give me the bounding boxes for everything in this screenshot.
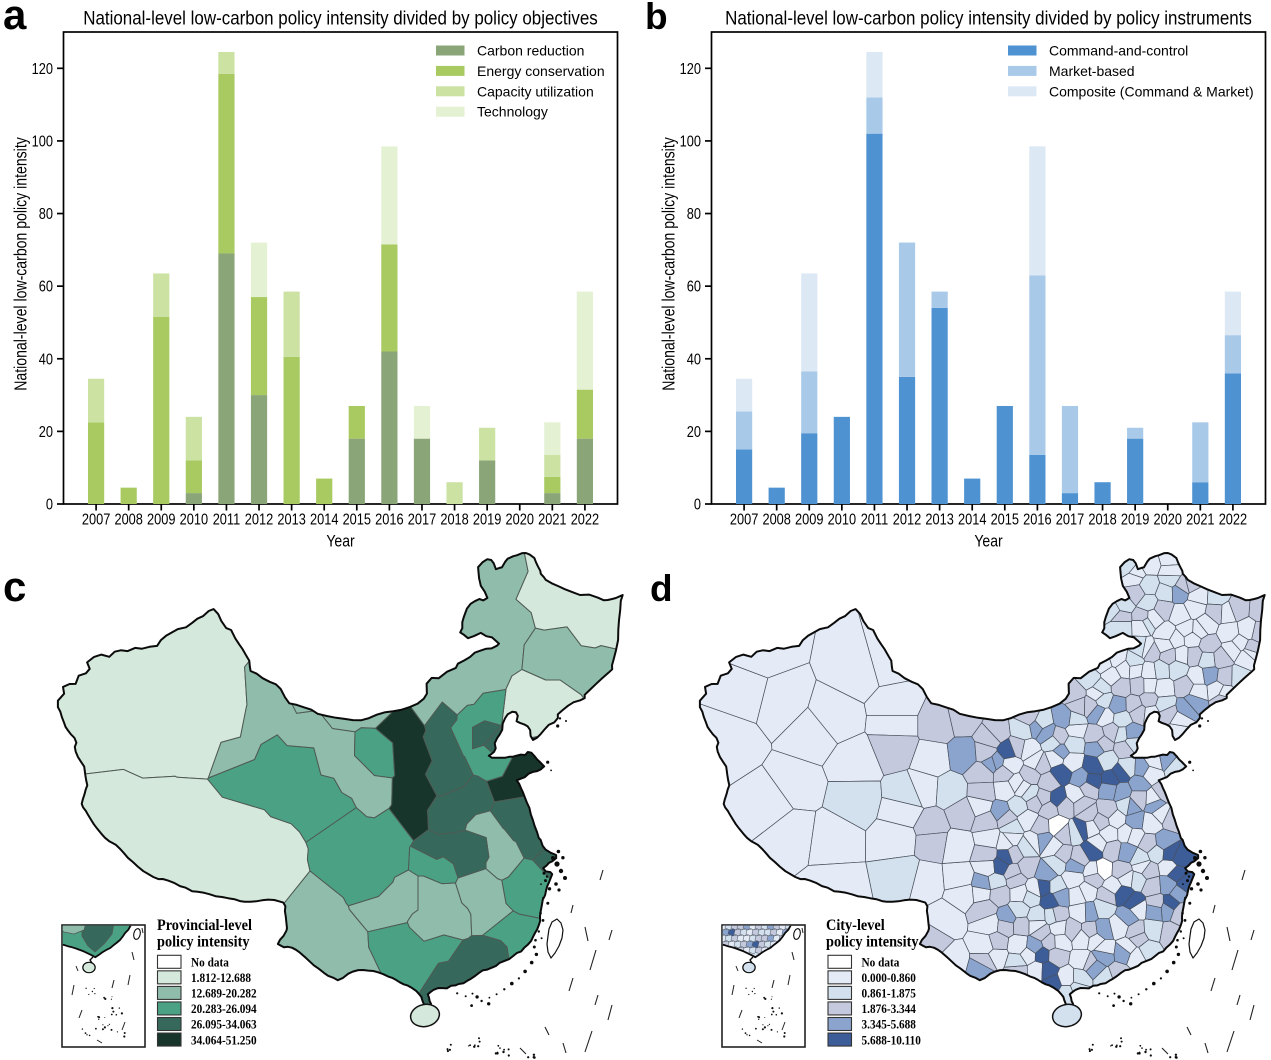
svg-text:d: d <box>650 568 673 609</box>
svg-text:Year: Year <box>974 532 1002 550</box>
svg-text:0: 0 <box>694 496 701 514</box>
svg-text:2016: 2016 <box>1023 511 1051 529</box>
svg-text:2021: 2021 <box>538 511 566 529</box>
svg-text:40: 40 <box>687 351 701 369</box>
svg-text:2017: 2017 <box>408 511 436 529</box>
svg-text:2017: 2017 <box>1056 511 1084 529</box>
svg-text:60: 60 <box>687 278 701 296</box>
svg-text:c: c <box>3 563 26 610</box>
svg-text:2018: 2018 <box>1088 511 1116 529</box>
svg-text:60: 60 <box>39 278 53 296</box>
svg-text:Provincial-level: Provincial-level <box>157 916 252 934</box>
svg-text:National-level low-carbon poli: National-level low-carbon policy intensi… <box>12 137 31 391</box>
svg-text:2020: 2020 <box>506 511 534 529</box>
svg-text:2010: 2010 <box>180 511 208 529</box>
svg-text:2020: 2020 <box>1154 511 1182 529</box>
svg-text:1.812-12.688: 1.812-12.688 <box>191 970 251 985</box>
svg-text:20: 20 <box>39 424 53 442</box>
svg-text:20.283-26.094: 20.283-26.094 <box>191 1001 257 1016</box>
svg-text:2013: 2013 <box>925 511 953 529</box>
svg-text:26.095-34.063: 26.095-34.063 <box>191 1017 257 1032</box>
svg-text:Command-and-control: Command-and-control <box>1049 43 1188 59</box>
svg-text:0.861-1.875: 0.861-1.875 <box>862 986 916 1001</box>
svg-text:Composite (Command & Market): Composite (Command & Market) <box>1049 83 1254 99</box>
svg-text:2012: 2012 <box>245 511 273 529</box>
svg-text:2011: 2011 <box>861 511 888 529</box>
svg-text:2019: 2019 <box>473 511 501 529</box>
svg-text:2009: 2009 <box>795 511 823 529</box>
svg-text:2015: 2015 <box>991 511 1019 529</box>
svg-text:2013: 2013 <box>277 511 305 529</box>
svg-text:No data: No data <box>862 955 900 970</box>
svg-text:5.688-10.110: 5.688-10.110 <box>862 1032 921 1047</box>
svg-text:Technology: Technology <box>477 104 548 120</box>
svg-text:2014: 2014 <box>310 511 338 529</box>
svg-text:City-level: City-level <box>826 916 885 934</box>
svg-text:Capacity utilization: Capacity utilization <box>477 83 594 99</box>
svg-text:2011: 2011 <box>213 511 240 529</box>
svg-text:100: 100 <box>32 133 53 151</box>
svg-text:2016: 2016 <box>375 511 403 529</box>
svg-text:80: 80 <box>687 206 701 224</box>
svg-text:2008: 2008 <box>114 511 142 529</box>
svg-text:100: 100 <box>680 133 701 151</box>
svg-text:2022: 2022 <box>1219 511 1247 529</box>
svg-text:120: 120 <box>32 61 53 79</box>
svg-text:0.000-0.860: 0.000-0.860 <box>862 970 916 985</box>
svg-text:2014: 2014 <box>958 511 986 529</box>
svg-text:2009: 2009 <box>147 511 175 529</box>
svg-text:2012: 2012 <box>893 511 921 529</box>
svg-text:2015: 2015 <box>343 511 371 529</box>
svg-text:No data: No data <box>191 955 229 970</box>
svg-text:2008: 2008 <box>762 511 790 529</box>
svg-text:2018: 2018 <box>440 511 468 529</box>
svg-text:policy intensity: policy intensity <box>826 933 919 951</box>
svg-text:2021: 2021 <box>1186 511 1214 529</box>
svg-text:2007: 2007 <box>730 511 758 529</box>
svg-text:2010: 2010 <box>828 511 856 529</box>
svg-text:40: 40 <box>39 351 53 369</box>
svg-text:National-level low-carbon poli: National-level low-carbon policy intensi… <box>725 6 1252 28</box>
svg-text:policy intensity: policy intensity <box>157 933 250 951</box>
svg-text:Carbon reduction: Carbon reduction <box>477 43 584 59</box>
svg-text:Year: Year <box>326 532 354 550</box>
svg-text:34.064-51.250: 34.064-51.250 <box>191 1032 257 1047</box>
svg-text:0: 0 <box>46 496 53 514</box>
svg-text:2019: 2019 <box>1121 511 1149 529</box>
svg-text:a: a <box>3 0 27 38</box>
svg-text:80: 80 <box>39 206 53 224</box>
svg-text:b: b <box>645 0 668 37</box>
svg-text:12.689-20.282: 12.689-20.282 <box>191 986 257 1001</box>
svg-text:2007: 2007 <box>82 511 110 529</box>
svg-text:National-level low-carbon poli: National-level low-carbon policy intensi… <box>83 6 598 28</box>
svg-text:Energy conservation: Energy conservation <box>477 63 605 79</box>
svg-text:20: 20 <box>687 424 701 442</box>
svg-text:National-level low-carbon poli: National-level low-carbon policy intensi… <box>660 137 679 391</box>
svg-text:1.876-3.344: 1.876-3.344 <box>862 1001 916 1016</box>
svg-text:3.345-5.688: 3.345-5.688 <box>862 1017 916 1032</box>
svg-text:2022: 2022 <box>571 511 599 529</box>
svg-text:120: 120 <box>680 61 701 79</box>
svg-text:Market-based: Market-based <box>1049 63 1135 79</box>
